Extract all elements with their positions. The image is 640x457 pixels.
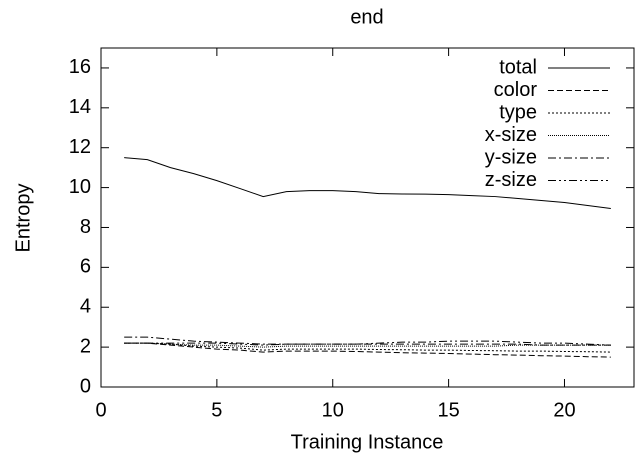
y-tick-label: 16 [69,56,91,78]
legend-label: total [499,56,537,78]
legend-label: z-size [485,169,537,191]
y-tick-label: 12 [69,136,91,158]
series-line [124,342,611,358]
legend-label: color [494,79,538,101]
x-tick-label: 15 [437,399,459,421]
legend-label: y-size [485,146,537,168]
series-line [124,342,611,353]
x-tick-label: 20 [553,399,575,421]
y-tick-label: 6 [80,256,91,278]
y-tick-label: 2 [80,335,91,357]
x-tick-label: 10 [322,399,344,421]
y-tick-label: 14 [69,96,91,118]
plot-frame [100,47,635,388]
chart-title: end [350,6,383,28]
series-line [124,340,611,346]
x-axis-label: Training Instance [291,431,444,453]
y-tick-label: 8 [80,216,91,238]
legend-label: type [499,101,537,123]
y-tick-label: 0 [80,375,91,397]
legend-label: x-size [485,124,537,146]
y-tick-label: 4 [80,296,91,318]
x-tick-label: 5 [211,399,222,421]
y-axis-label: Entropy [12,184,34,253]
y-tick-label: 10 [69,176,91,198]
series-line [124,157,611,210]
x-tick-label: 0 [95,399,106,421]
